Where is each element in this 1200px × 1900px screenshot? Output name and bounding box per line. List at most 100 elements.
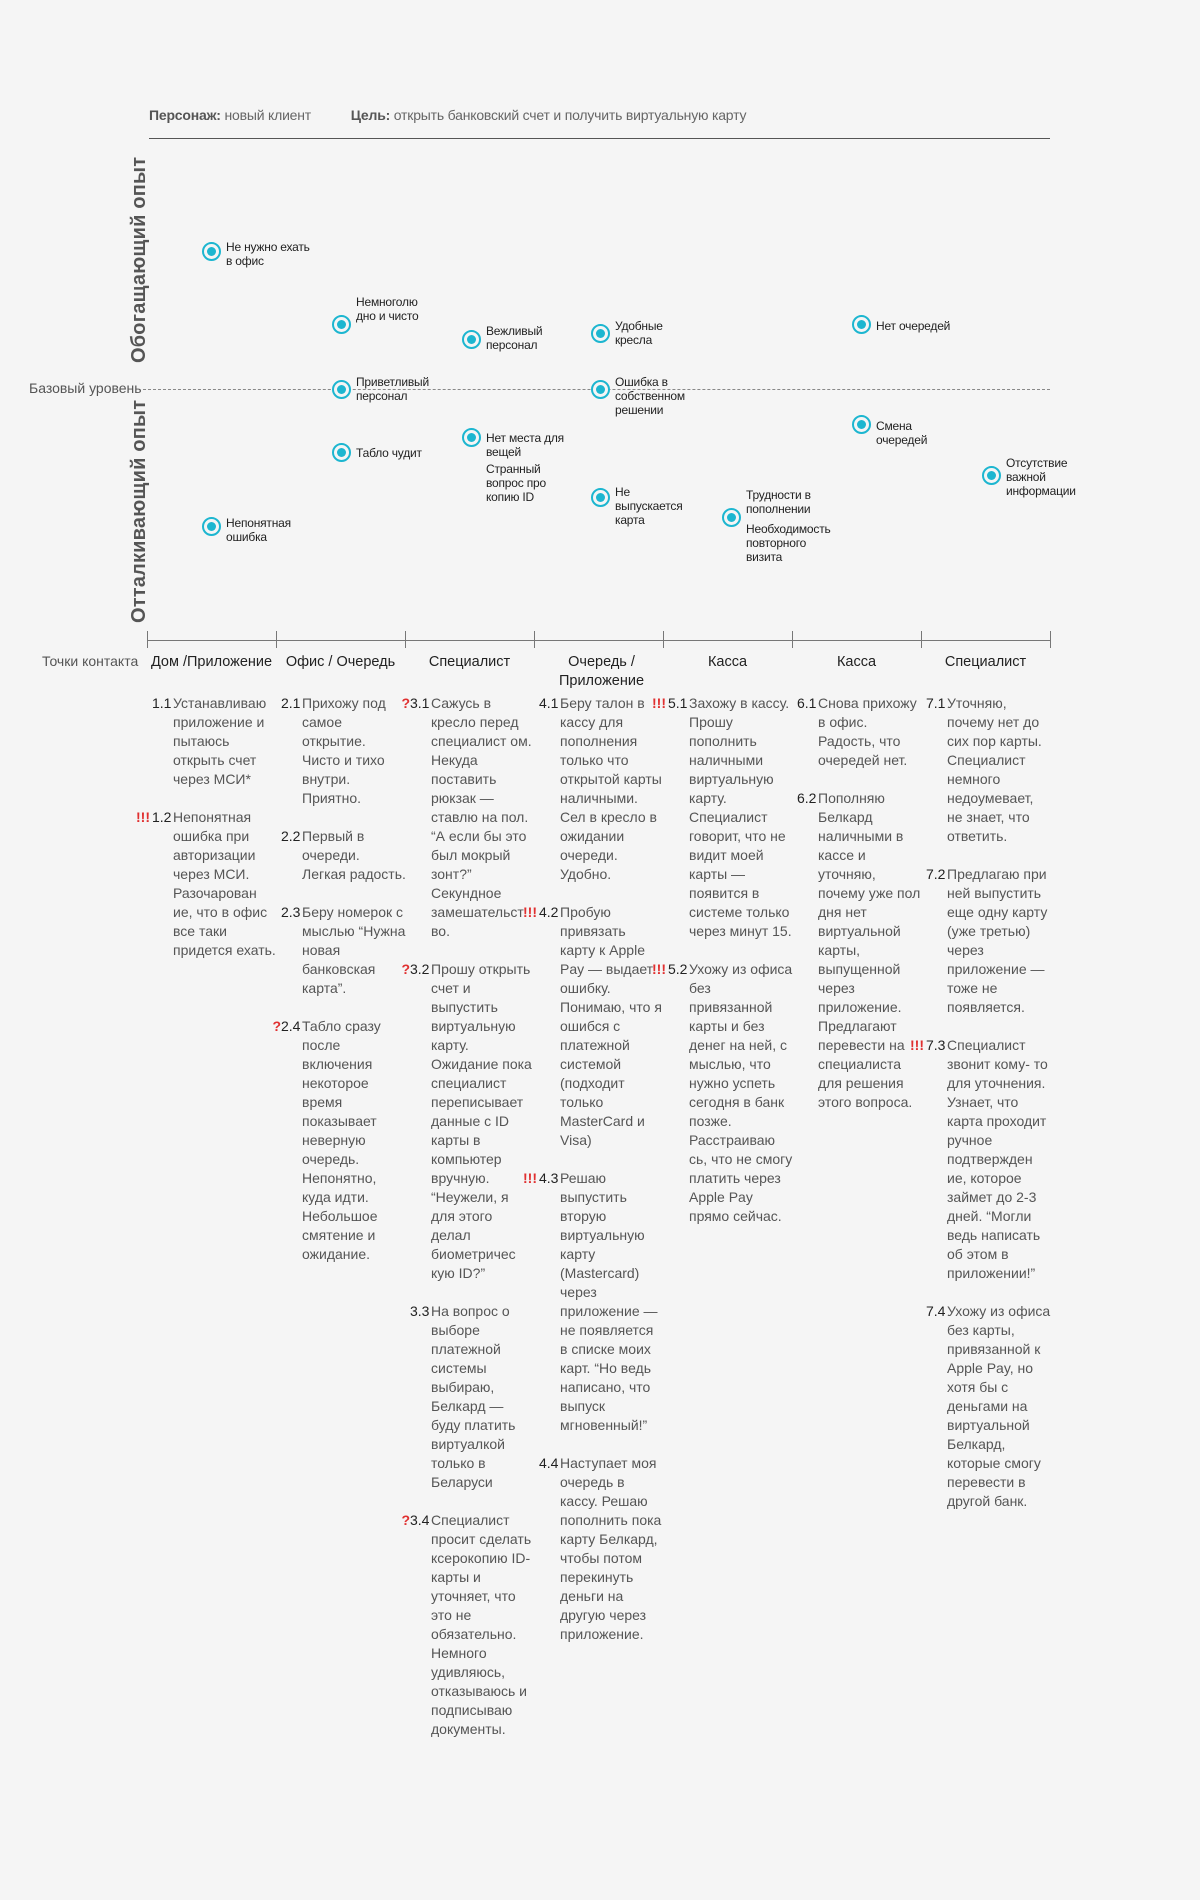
emotion-point <box>852 315 871 334</box>
column-steps: 2.1 Прихожу под самое открытие. Чисто и т… <box>272 694 406 1283</box>
step-number: 2.1 <box>281 695 301 711</box>
journey-step: !!! 1.2 Непонятная ошибка при авторизации … <box>136 808 277 960</box>
timeline-tick <box>921 631 922 648</box>
step-number: 5.1 <box>668 695 688 711</box>
journey-step: ? 3.4 Специалист просит сделать ксерокопию… <box>401 1511 535 1739</box>
step-text: Прошу открыть счет и выпустить виртуальн… <box>431 961 532 1281</box>
step-number: 4.4 <box>539 1455 559 1471</box>
axis-positive-title: Обогащающий опыт <box>128 156 150 363</box>
journey-step: ? 2.4 Табло сразу после включения некоторо… <box>272 1017 406 1264</box>
point-label: Нет очередей <box>876 319 951 333</box>
point-label: Отсутствие важной информации <box>1006 456 1076 498</box>
axis-negative-title: Отталкивающий опыт <box>128 399 150 623</box>
journey-step: 6.1 Снова прихожу в офис. Радость, что оч… <box>793 694 922 770</box>
step-number: 6.2 <box>797 790 817 806</box>
problem-mark: !!! <box>136 809 150 825</box>
emotion-point <box>852 415 871 434</box>
journey-step: 7.2 Предлагаю при ней выпустить еще одну … <box>922 865 1051 1017</box>
step-number: 3.3 <box>410 1303 430 1319</box>
timeline-tick <box>147 631 148 648</box>
point-label: Непонятная ошибка <box>226 516 291 544</box>
baseline-label: Базовый уровень <box>29 380 142 396</box>
emotion-point <box>462 330 481 349</box>
column-steps: 7.1 Уточняю, почему нет до сих пор карты.… <box>910 694 1051 1530</box>
column-header: Касса <box>836 654 877 670</box>
persona-value: новый клиент <box>224 107 312 123</box>
step-text: Специалист звонит кому- то для уточнения… <box>947 1037 1048 1281</box>
step-text: Прихожу под самое открытие. Чисто и тихо… <box>302 695 386 806</box>
journey-step: 3.3 На вопрос о выборе платежной системы … <box>406 1302 535 1492</box>
problem-mark: !!! <box>652 961 666 977</box>
step-text: Решаю выпустить вторую виртуальную карту… <box>560 1170 658 1433</box>
emotion-point <box>332 380 351 399</box>
scenario-header: Персонаж: новый клиент Цель: открыть бан… <box>149 107 782 123</box>
emotion-point <box>202 517 221 536</box>
step-number: 2.2 <box>281 828 301 844</box>
step-text: Ухожу из офиса без карты, привязанной к … <box>947 1303 1051 1509</box>
emotion-point <box>722 508 741 527</box>
point-label: Необходимость повторного визита <box>746 522 831 564</box>
point-label: Не выпускается карта <box>615 485 683 527</box>
point-label: Немноголю дно и чисто <box>356 295 419 323</box>
timeline-tick <box>663 631 664 648</box>
point-label: Не нужно ехать в офис <box>226 240 310 268</box>
step-number: 7.4 <box>926 1303 946 1319</box>
point-label: Приветливый персонал <box>356 375 429 403</box>
step-text: Беру номерок с мыслью “Нужна новая банко… <box>302 904 406 996</box>
step-text: Захожу в кассу. Прошу пополнить наличным… <box>689 695 792 939</box>
point-label: Ошибка в собственном решении <box>615 375 685 417</box>
column-header: Касса <box>707 654 748 670</box>
confusion-mark: ? <box>272 1018 281 1034</box>
confusion-mark: ? <box>401 695 410 711</box>
point-label: Трудности в пополнении <box>746 488 811 516</box>
step-number: 4.2 <box>539 904 559 920</box>
touchpoints-label: Точки контакта <box>42 653 139 669</box>
step-number: 2.3 <box>281 904 301 920</box>
step-number: 7.1 <box>926 695 946 711</box>
emotion-point <box>982 466 1001 485</box>
journey-step: 2.1 Прихожу под самое открытие. Чисто и т… <box>277 694 406 808</box>
step-number: 1.1 <box>152 695 172 711</box>
confusion-mark: ? <box>401 1512 410 1528</box>
step-text: Пробую привязать карту к Apple Pay — выд… <box>560 904 662 1148</box>
goal-value: открыть банковский счет и получить вирту… <box>393 107 747 123</box>
timeline-tick <box>405 631 406 648</box>
column-steps: ? 3.1 Сажусь в кресло перед специалист ом.… <box>401 694 535 1758</box>
journey-step: ? 3.1 Сажусь в кресло перед специалист ом.… <box>401 694 535 941</box>
column-header: Дом /Приложение <box>150 654 273 670</box>
point-label: Табло чудит <box>356 446 422 460</box>
emotion-point <box>332 443 351 462</box>
step-number: 2.4 <box>281 1018 301 1034</box>
column-header: Очередь / Приложение <box>558 654 645 689</box>
step-number: 4.3 <box>539 1170 559 1186</box>
journey-step: ? 3.2 Прошу открыть счет и выпустить вирту… <box>401 960 535 1283</box>
emotion-point <box>332 315 351 334</box>
step-text: Непонятная ошибка при авторизации через … <box>173 809 276 958</box>
journey-step: !!! 4.2 Пробую привязать карту к Apple Pay… <box>523 903 664 1150</box>
goal-label: Цель: <box>350 107 391 123</box>
emotion-point <box>591 488 610 507</box>
emotion-point <box>591 324 610 343</box>
step-number: 7.2 <box>926 866 946 882</box>
step-text: Снова прихожу в офис. Радость, что очере… <box>818 695 917 768</box>
step-number: 3.4 <box>410 1512 430 1528</box>
emotion-point <box>591 380 610 399</box>
step-text: Устанавливаю приложение и пытаюсь открыт… <box>173 695 267 787</box>
journey-step: 2.3 Беру номерок с мыслью “Нужна новая ба… <box>277 903 406 998</box>
point-label: Смена очередей <box>876 419 928 447</box>
step-number: 3.2 <box>410 961 430 977</box>
column-header: Офис / Очередь <box>285 654 396 670</box>
timeline-tick <box>792 631 793 648</box>
problem-mark: !!! <box>910 1037 924 1053</box>
problem-mark: !!! <box>523 1170 537 1186</box>
journey-step: 2.2 Первый в очереди. Легкая радость. <box>277 827 406 884</box>
step-text: Предлагаю при ней выпустить еще одну кар… <box>947 866 1048 1015</box>
step-text: Сажусь в кресло перед специалист ом. Нек… <box>431 695 532 939</box>
point-label: Нет места для вещей <box>486 431 564 459</box>
journey-step: 4.4 Наступает моя очередь в кассу. Решаю … <box>535 1454 664 1644</box>
step-number: 4.1 <box>539 695 559 711</box>
timeline-tick <box>534 631 535 648</box>
journey-step: !!! 4.3 Решаю выпустить вторую виртуальную… <box>523 1169 664 1435</box>
journey-step: 4.1 Беру талон в кассу для пополнения тол… <box>535 694 664 884</box>
column-header: Специалист <box>944 654 1027 670</box>
